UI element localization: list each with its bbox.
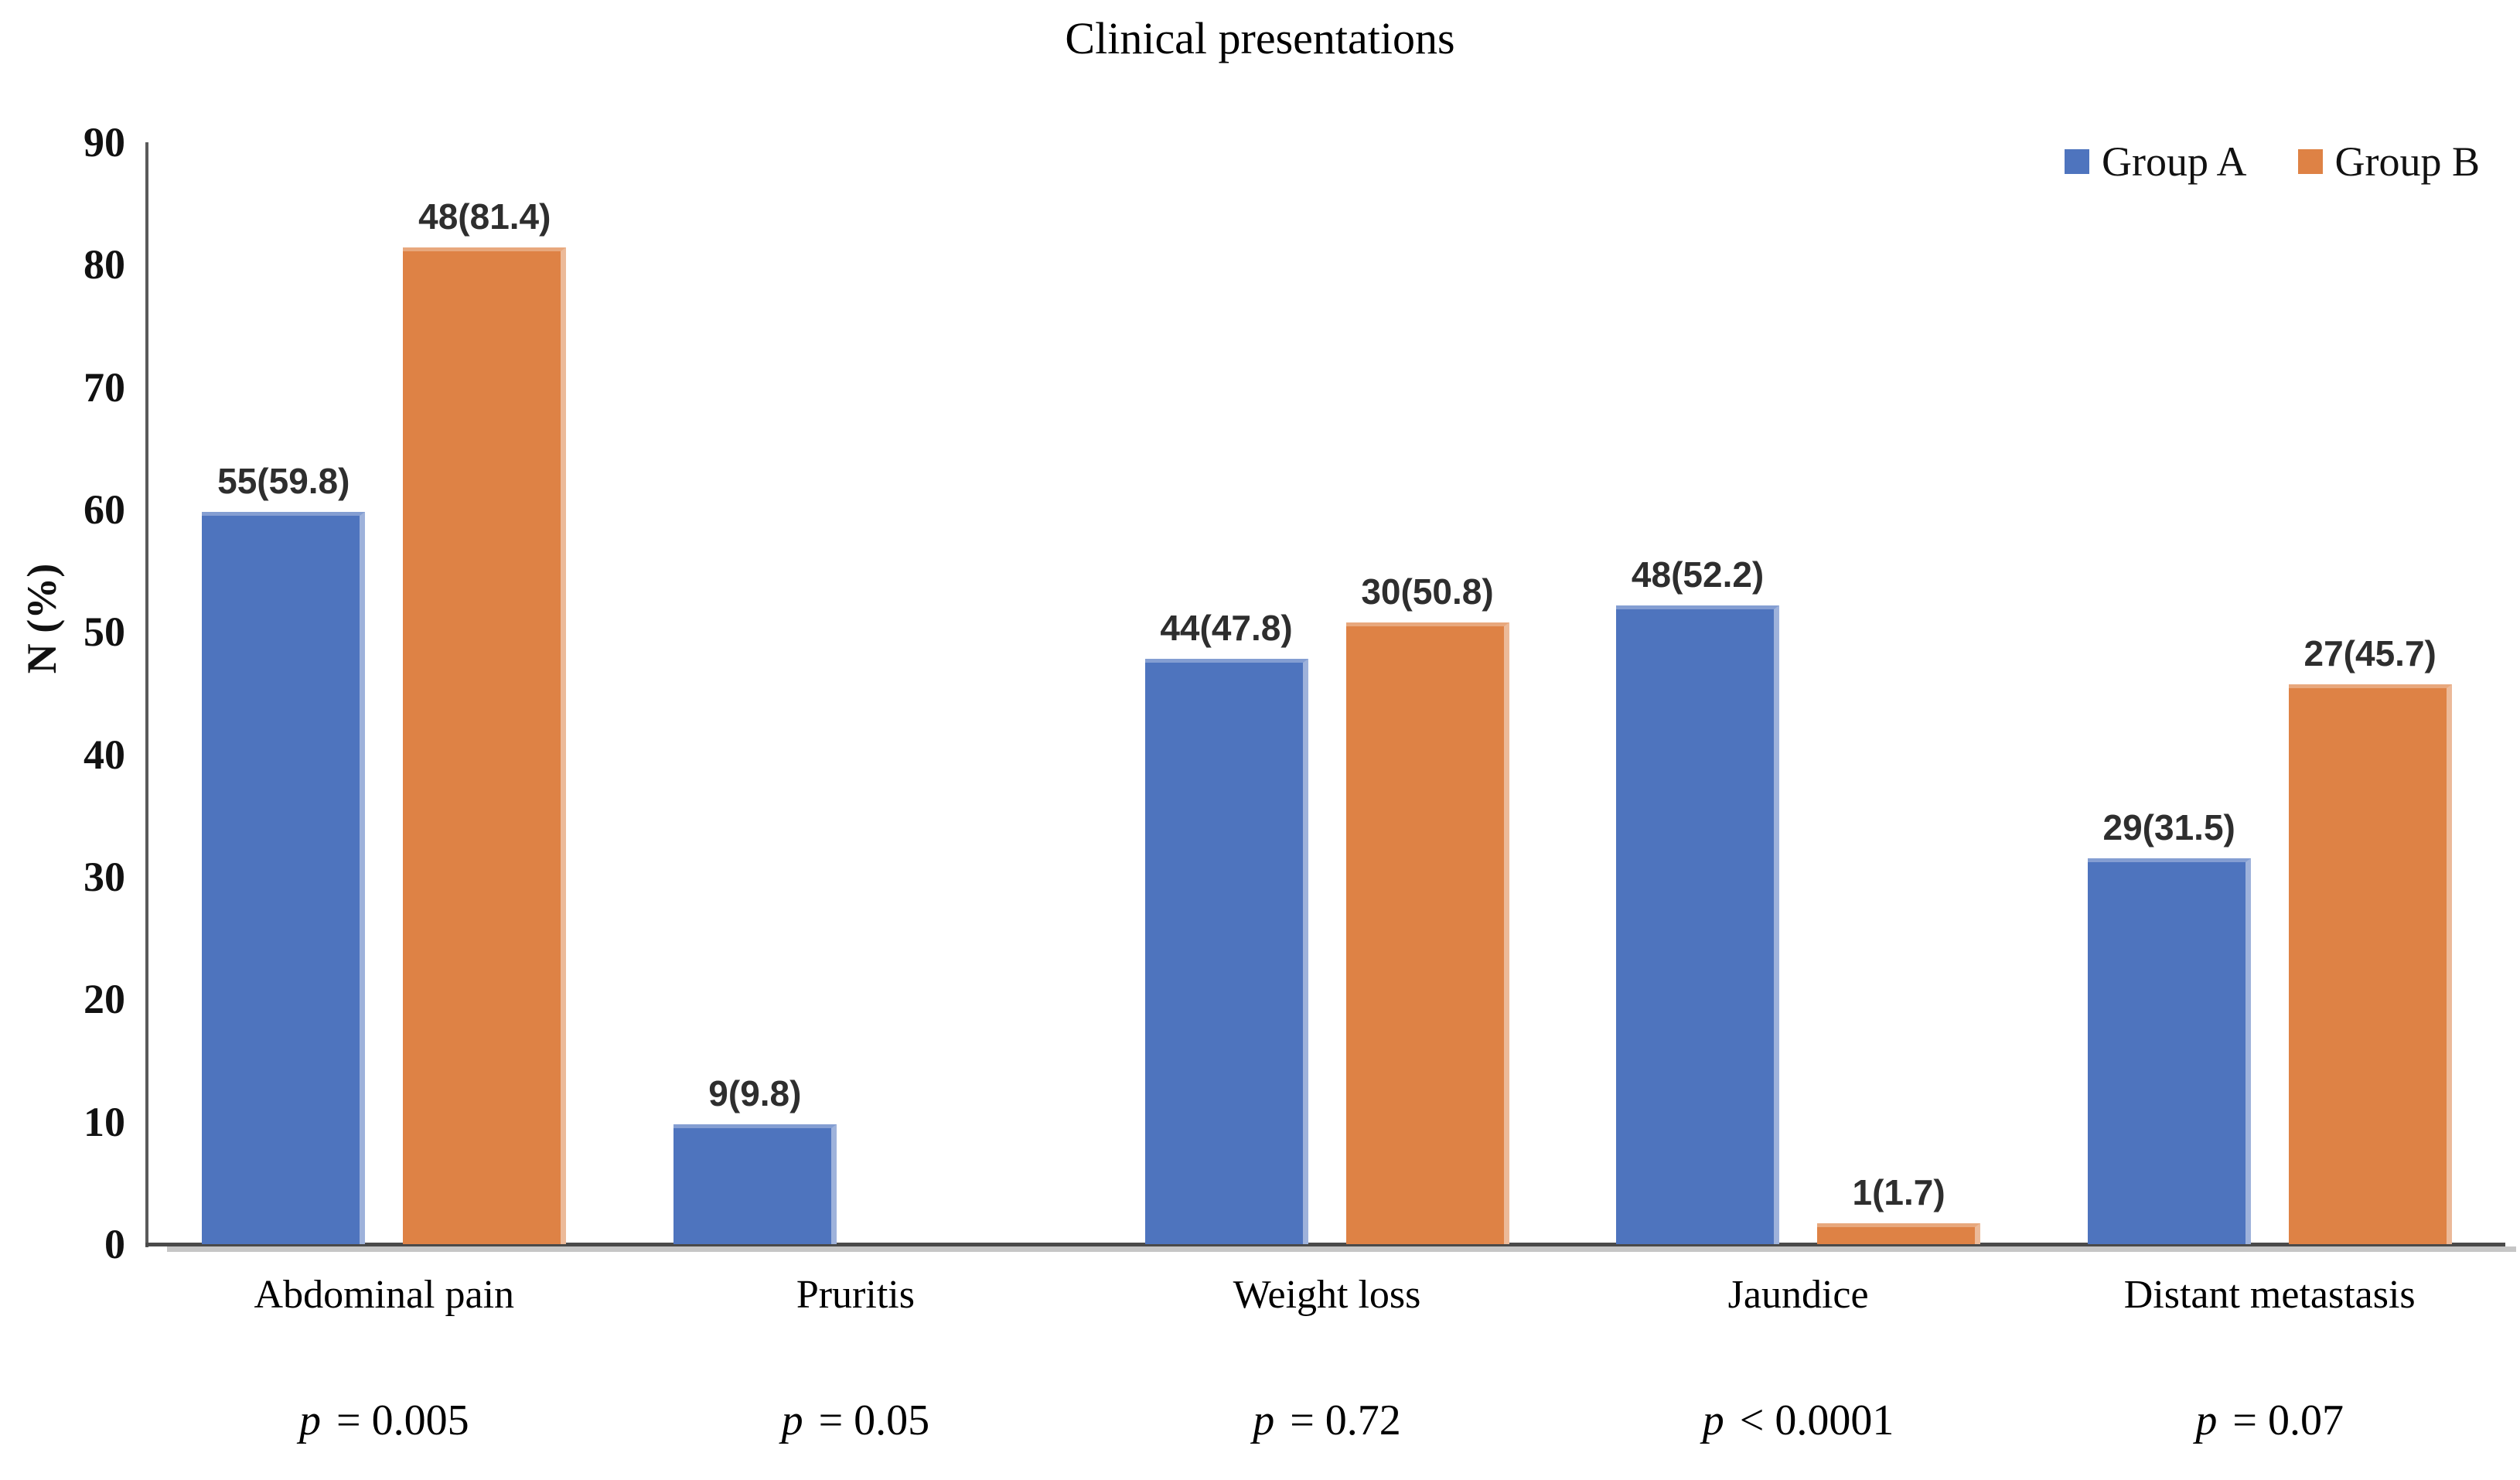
bar-label-pruritis-group-a: 9(9.8) <box>708 1072 802 1113</box>
bar-abdominal-pain-group-b <box>403 247 567 1244</box>
legend: Group A Group B <box>2065 141 2480 182</box>
p-value-pruritis: p = 0.05 <box>781 1396 930 1444</box>
bar-label-distant-metastasis-group-a: 29(31.5) <box>2102 807 2235 848</box>
y-axis-line <box>145 142 148 1247</box>
y-tick-label-60: 60 <box>84 486 125 533</box>
legend-label-group-b: Group B <box>2334 138 2481 185</box>
y-tick-label-70: 70 <box>84 363 125 411</box>
bar-weight-loss-group-a <box>1144 659 1308 1244</box>
legend-item-group-b: Group B <box>2297 138 2481 185</box>
p-value-abdominal-pain: p = 0.005 <box>299 1396 469 1444</box>
bar-label-abdominal-pain-group-a: 55(59.8) <box>217 461 350 502</box>
category-label-abdominal-pain: Abdominal pain <box>254 1273 515 1317</box>
category-label-distant-metastasis: Distant metastasis <box>2123 1273 2416 1317</box>
legend-label-group-a: Group A <box>2102 138 2247 185</box>
bar-weight-loss-group-b <box>1345 622 1509 1244</box>
p-value-distant-metastasis: p = 0.07 <box>2195 1396 2344 1444</box>
bar-distant-metastasis-group-a <box>2087 858 2251 1244</box>
bar-label-abdominal-pain-group-b: 48(81.4) <box>418 196 551 237</box>
category-label-jaundice: Jaundice <box>1727 1273 1869 1317</box>
y-tick-label-30: 30 <box>84 854 125 900</box>
p-value-weight-loss: p = 0.72 <box>1253 1396 1401 1444</box>
y-tick-label-20: 20 <box>84 976 125 1023</box>
bar-jaundice-group-a <box>1616 605 1780 1244</box>
y-tick-label-90: 90 <box>84 119 125 165</box>
chart-title: Clinical presentations <box>1065 13 1455 63</box>
bar-pruritis-group-a <box>673 1124 837 1244</box>
category-label-pruritis: Pruritis <box>796 1273 915 1317</box>
y-tick-label-80: 80 <box>84 241 125 288</box>
legend-swatch-group-a <box>2065 149 2089 174</box>
bar-label-weight-loss-group-a: 44(47.8) <box>1160 608 1293 649</box>
y-tick-label-40: 40 <box>84 731 125 778</box>
x-axis-line <box>145 1243 2505 1246</box>
legend-item-group-a: Group A <box>2065 141 2247 182</box>
bar-distant-metastasis-group-b <box>2288 684 2452 1244</box>
bar-label-distant-metastasis-group-b: 27(45.7) <box>2303 633 2436 674</box>
x-axis-line-shadow <box>167 1246 2516 1252</box>
bar-label-jaundice-group-a: 48(52.2) <box>1631 554 1765 595</box>
y-tick-label-10: 10 <box>84 1098 125 1145</box>
bar-abdominal-pain-group-a <box>202 512 366 1244</box>
legend-swatch-group-b <box>2297 149 2323 174</box>
bar-jaundice-group-b <box>1817 1223 1981 1244</box>
y-tick-label-0: 0 <box>104 1221 125 1267</box>
p-value-jaundice: p < 0.0001 <box>1702 1396 1894 1444</box>
y-tick-label-50: 50 <box>84 609 125 656</box>
category-label-weight-loss: Weight loss <box>1233 1273 1421 1317</box>
bar-label-weight-loss-group-b: 30(50.8) <box>1361 571 1494 612</box>
bar-label-jaundice-group-b: 1(1.7) <box>1852 1172 1945 1213</box>
